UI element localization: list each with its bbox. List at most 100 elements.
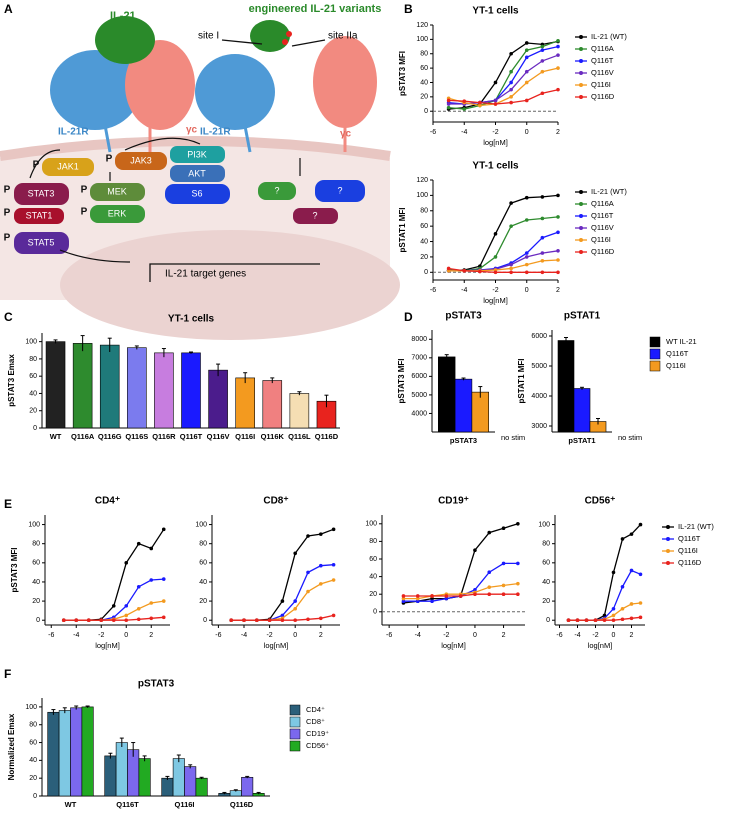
pill: [165, 184, 230, 204]
data-point: [493, 98, 498, 103]
y-tick-label: 100: [195, 521, 207, 528]
stat-label: STAT3: [28, 188, 55, 198]
y-tick-label: 20: [29, 408, 37, 415]
data-point: [430, 599, 434, 604]
y-tick-label: 0: [424, 108, 428, 115]
data-point: [501, 561, 506, 566]
data-point: [487, 530, 492, 535]
data-point: [524, 218, 529, 222]
y-tick-label: 8000: [411, 336, 427, 343]
x-tick-label: 2: [149, 632, 153, 639]
unknown-label: ?: [337, 185, 342, 195]
legend-label: Q116D: [678, 558, 702, 567]
data-point: [540, 195, 545, 199]
y-tick-label: 60: [199, 560, 207, 567]
data-point: [509, 51, 513, 56]
legend-swatch: [579, 95, 583, 99]
data-point: [401, 594, 406, 598]
data-point: [136, 617, 141, 622]
chart-title: YT-1 cells: [472, 161, 519, 172]
legend-swatch: [579, 190, 583, 194]
pill: [90, 205, 145, 223]
gene: [149, 263, 320, 282]
arrow: [291, 39, 326, 47]
bar: [81, 706, 94, 797]
y-tick-label: 100: [538, 521, 550, 528]
data-point: [478, 100, 482, 105]
series-line: [403, 523, 519, 604]
ligand-label: IL-21: [110, 10, 136, 22]
data-point: [540, 216, 545, 221]
x-tick-label: pSTAT1: [568, 436, 595, 445]
x-tick-label: Q116V: [207, 432, 230, 441]
data-point: [556, 230, 560, 235]
gamma-shape: [313, 36, 377, 128]
x-tick-label: 0: [612, 632, 616, 639]
variant-shape: [250, 20, 290, 52]
pill: [14, 208, 64, 224]
data-point: [415, 594, 420, 598]
data-point: [509, 262, 513, 267]
data-point: [111, 618, 116, 623]
legend-swatch: [579, 59, 583, 63]
series-line: [231, 528, 334, 621]
kinase-label: JAK1: [57, 161, 79, 171]
membrane: [0, 136, 391, 161]
data-point: [566, 618, 571, 623]
data-point: [540, 91, 545, 96]
x-axis-label: log[nM]: [95, 641, 120, 650]
y-axis-label: pSTAT1 MFI: [517, 358, 526, 403]
series-line: [448, 40, 559, 110]
data-point: [611, 618, 616, 623]
phospho: P: [106, 154, 113, 165]
data-point: [462, 268, 467, 273]
legend-swatch: [649, 336, 661, 348]
data-point: [602, 618, 607, 623]
series-line: [448, 89, 559, 105]
chart-title: pSTAT1: [564, 311, 601, 322]
data-point: [61, 618, 66, 623]
data-point: [540, 235, 545, 240]
x-tick-label: 2: [556, 287, 560, 294]
y-tick-label: 100: [416, 36, 428, 43]
bar: [557, 340, 575, 433]
data-point: [254, 618, 259, 623]
bar: [104, 755, 117, 797]
phospho: P: [4, 208, 11, 219]
legend-label: CD4⁺: [306, 705, 325, 714]
data-point: [509, 270, 513, 275]
y-tick-label: 20: [32, 598, 40, 605]
panel-label: E: [4, 497, 12, 511]
kinase-label: PI3K: [187, 149, 207, 159]
y-tick-label: 6000: [531, 333, 547, 340]
bar: [471, 391, 489, 433]
data-point: [473, 588, 477, 592]
y-tick-label: 40: [369, 573, 377, 580]
data-point: [524, 195, 529, 200]
series-line: [63, 578, 164, 621]
series-line: [448, 216, 559, 272]
bar: [573, 388, 591, 433]
x-axis-label: log[nM]: [264, 641, 289, 650]
data-point: [611, 613, 616, 618]
x-tick-label: -4: [415, 632, 421, 639]
bar: [208, 369, 228, 429]
x-tick-label: -2: [266, 632, 272, 639]
data-point: [415, 596, 420, 601]
x-tick-label: -6: [556, 632, 562, 639]
chart-title: pSTAT3: [445, 311, 482, 322]
site-label: site I: [198, 31, 219, 42]
y-tick-label: 120: [416, 177, 428, 184]
y-tick-label: 40: [29, 390, 37, 397]
y-tick-label: 20: [542, 598, 550, 605]
x-tick-label: -2: [98, 632, 104, 639]
data-point: [629, 602, 634, 606]
data-point: [540, 251, 545, 255]
bar: [454, 378, 473, 433]
annotation: no stim: [501, 433, 525, 442]
y-tick-label: 5000: [531, 363, 547, 370]
data-point: [229, 618, 233, 623]
data-point: [556, 258, 560, 262]
x-tick-label: Q116T: [180, 432, 203, 441]
x-tick-label: Q116A: [71, 432, 95, 441]
